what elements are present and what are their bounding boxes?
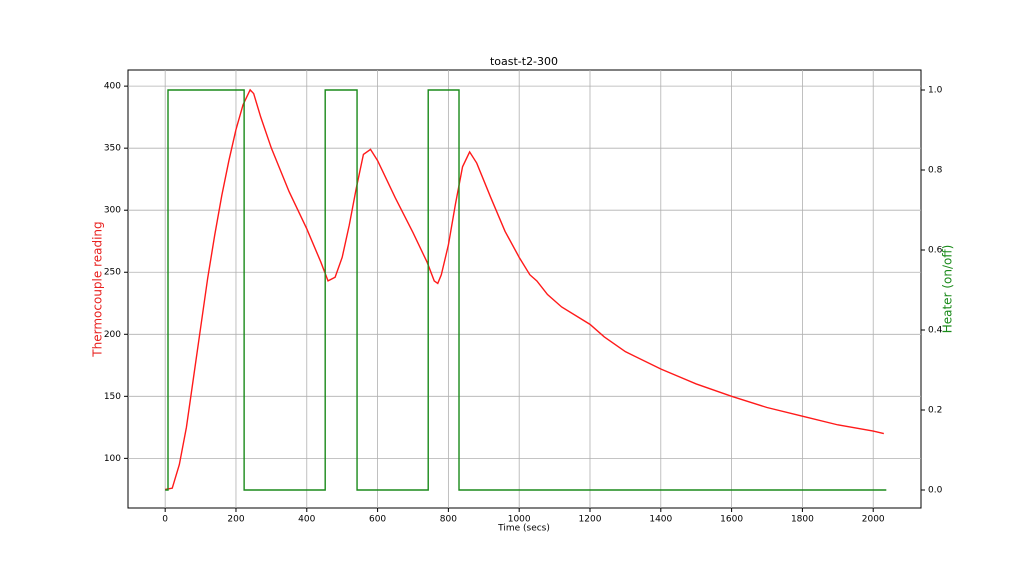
x-tick-label: 1800 (791, 515, 814, 525)
x-tick-label: 1200 (579, 515, 602, 525)
x-tick-label: 1600 (720, 515, 743, 525)
y-tick-label: 200 (104, 330, 121, 340)
y-tick-label: 250 (104, 268, 121, 278)
y2-tick-label: 0.2 (928, 406, 942, 416)
x-tick-label: 200 (227, 515, 244, 525)
y-tick-label: 300 (104, 206, 121, 216)
y-tick-label: 100 (104, 454, 121, 464)
x-tick-label: 0 (162, 515, 168, 525)
y-tick-label: 350 (104, 144, 121, 154)
y2-tick-label: 1.0 (928, 86, 943, 96)
y-tick-label: 400 (104, 82, 121, 92)
y-tick-label: 150 (104, 392, 121, 402)
data-line (165, 88, 884, 491)
y2-tick-label: 0.8 (928, 166, 943, 176)
x-tick-label: 2000 (862, 515, 885, 525)
x-tick-label: 800 (440, 515, 457, 525)
x-tick-label: 400 (298, 515, 315, 525)
plot-frame (127, 69, 922, 509)
y2-tick-label: 0.0 (928, 486, 943, 496)
x-tick-label: 600 (369, 515, 386, 525)
y-axis-label: Thermocouple reading (91, 221, 105, 357)
y2-axis-label: Heater (on/off) (941, 245, 955, 334)
data-line (165, 89, 887, 491)
y2-tick-label: 0.4 (928, 326, 943, 336)
y2-tick-label: 0.6 (928, 246, 943, 256)
x-axis-label: Time (secs) (497, 524, 550, 534)
x-tick-label: 1400 (649, 515, 672, 525)
x-tick-label: 1000 (508, 515, 531, 525)
chart-title: toast-t2-300 (490, 55, 558, 68)
